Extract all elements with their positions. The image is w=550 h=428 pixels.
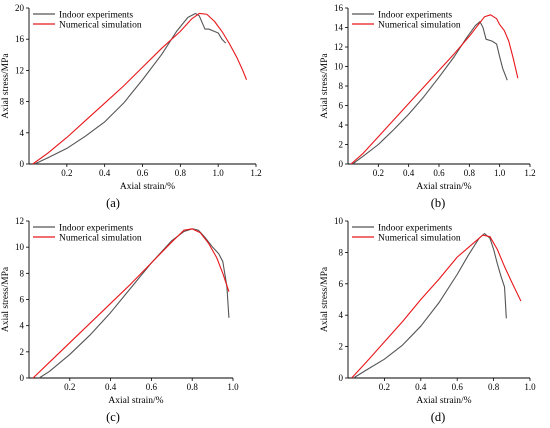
y-tick-label: 8 [339, 247, 344, 257]
series-line-indoor-experiments [352, 21, 508, 165]
y-tick-label: 10 [15, 242, 25, 252]
y-tick-label: 12 [15, 216, 24, 226]
x-tick-label: 0.6 [433, 168, 445, 178]
chart-panel-4: 0.2 0.4 0.6 0.8 1.0 0 2 4 6 8 10 Axial strain/% Axia… [320, 216, 536, 424]
y-tick-label: 8 [20, 268, 25, 278]
y-tick-label: 14 [334, 23, 344, 33]
y-tick-label: 2 [20, 347, 25, 357]
chart-panel-3: 0.2 0.4 0.6 0.8 1.0 0 2 4 6 8 10 12 Axial strain/% Ax… [1, 216, 239, 424]
y-tick-label: 2 [339, 140, 344, 150]
x-tick-label: 0.4 [403, 168, 415, 178]
series-line-indoor-experiments [34, 12, 227, 165]
series-line-numerical-simulation [351, 234, 522, 379]
x-tick-label: 0.4 [99, 168, 111, 178]
legend-entry: Indoor experiments [59, 10, 133, 20]
y-tick-label: 0 [20, 159, 25, 169]
y-axis-title: Axial stress/MPa [320, 53, 330, 119]
legend-entry: Indoor experiments [378, 223, 452, 233]
x-tick-label: 1.0 [494, 168, 506, 178]
x-tick-label: 0.4 [415, 382, 427, 392]
legend-entry: Numerical simulation [59, 233, 142, 243]
series-line-indoor-experiments [38, 228, 230, 379]
panel-label: (b) [431, 196, 446, 210]
x-tick-label: 1.0 [213, 168, 225, 178]
x-axis-title: Axial strain/% [416, 182, 471, 192]
y-tick-label: 6 [20, 295, 25, 305]
y-tick-label: 4 [20, 321, 25, 331]
x-tick-label: 0.6 [146, 382, 158, 392]
y-tick-label: 12 [15, 65, 24, 75]
x-tick-label: 0.4 [105, 382, 117, 392]
y-tick-label: 16 [334, 3, 344, 13]
y-tick-label: 10 [334, 216, 344, 226]
y-tick-label: 8 [20, 97, 25, 107]
x-tick-label: 1.0 [524, 382, 536, 392]
y-axis-title: Axial stress/MPa [320, 266, 330, 332]
y-tick-label: 12 [334, 42, 343, 52]
legend-entry: Indoor experiments [378, 10, 452, 20]
x-axis-title: Axial strain/% [108, 396, 163, 406]
x-tick-label: 1.2 [250, 168, 261, 178]
series-line-indoor-experiments [353, 233, 507, 379]
y-tick-label: 0 [20, 373, 25, 383]
series-line-numerical-simulation [32, 228, 230, 379]
chart-panel-1: 0.2 0.4 0.6 0.8 1.0 1.2 0 4 8 12 16 20 Axial strain/… [1, 3, 262, 210]
x-tick-label: 0.2 [379, 382, 390, 392]
x-tick-label: 0.6 [137, 168, 149, 178]
chart-panel-2: 0.2 0.4 0.6 0.8 1.0 1.2 0 2 4 6 8 10 12 14 16 Axial str… [320, 3, 536, 210]
y-tick-label: 4 [20, 128, 25, 138]
legend-entry: Numerical simulation [59, 20, 142, 30]
x-tick-label: 0.8 [488, 382, 500, 392]
series-line-numerical-simulation [350, 14, 519, 165]
legend-entry: Indoor experiments [59, 223, 133, 233]
y-tick-label: 0 [339, 159, 344, 169]
x-tick-label: 0.2 [64, 382, 75, 392]
panel-label: (c) [106, 410, 120, 424]
x-tick-label: 0.2 [373, 168, 384, 178]
y-tick-label: 16 [15, 34, 25, 44]
y-tick-label: 8 [339, 81, 344, 91]
y-tick-label: 4 [339, 120, 344, 130]
x-tick-label: 1.2 [524, 168, 535, 178]
legend-entry: Numerical simulation [378, 233, 461, 243]
x-tick-label: 0.8 [187, 382, 199, 392]
x-tick-label: 0.6 [452, 382, 464, 392]
y-axis-title: Axial stress/MPa [1, 266, 11, 332]
x-tick-label: 1.0 [227, 382, 239, 392]
x-axis-title: Axial strain/% [120, 182, 175, 192]
y-tick-label: 20 [15, 3, 25, 13]
y-tick-label: 10 [334, 62, 344, 72]
panel-label: (d) [431, 410, 446, 424]
y-tick-label: 2 [339, 342, 344, 352]
y-tick-label: 4 [339, 310, 344, 320]
panel-label: (a) [106, 196, 120, 210]
x-axis-title: Axial strain/% [416, 396, 471, 406]
legend-entry: Numerical simulation [378, 20, 461, 30]
series-line-numerical-simulation [32, 12, 248, 165]
y-tick-label: 6 [339, 279, 344, 289]
y-tick-label: 6 [339, 101, 344, 111]
x-tick-label: 0.8 [175, 168, 187, 178]
x-tick-label: 0.2 [61, 168, 72, 178]
y-tick-label: 0 [339, 373, 344, 383]
x-tick-label: 0.8 [464, 168, 476, 178]
y-axis-title: Axial stress/MPa [1, 53, 11, 119]
